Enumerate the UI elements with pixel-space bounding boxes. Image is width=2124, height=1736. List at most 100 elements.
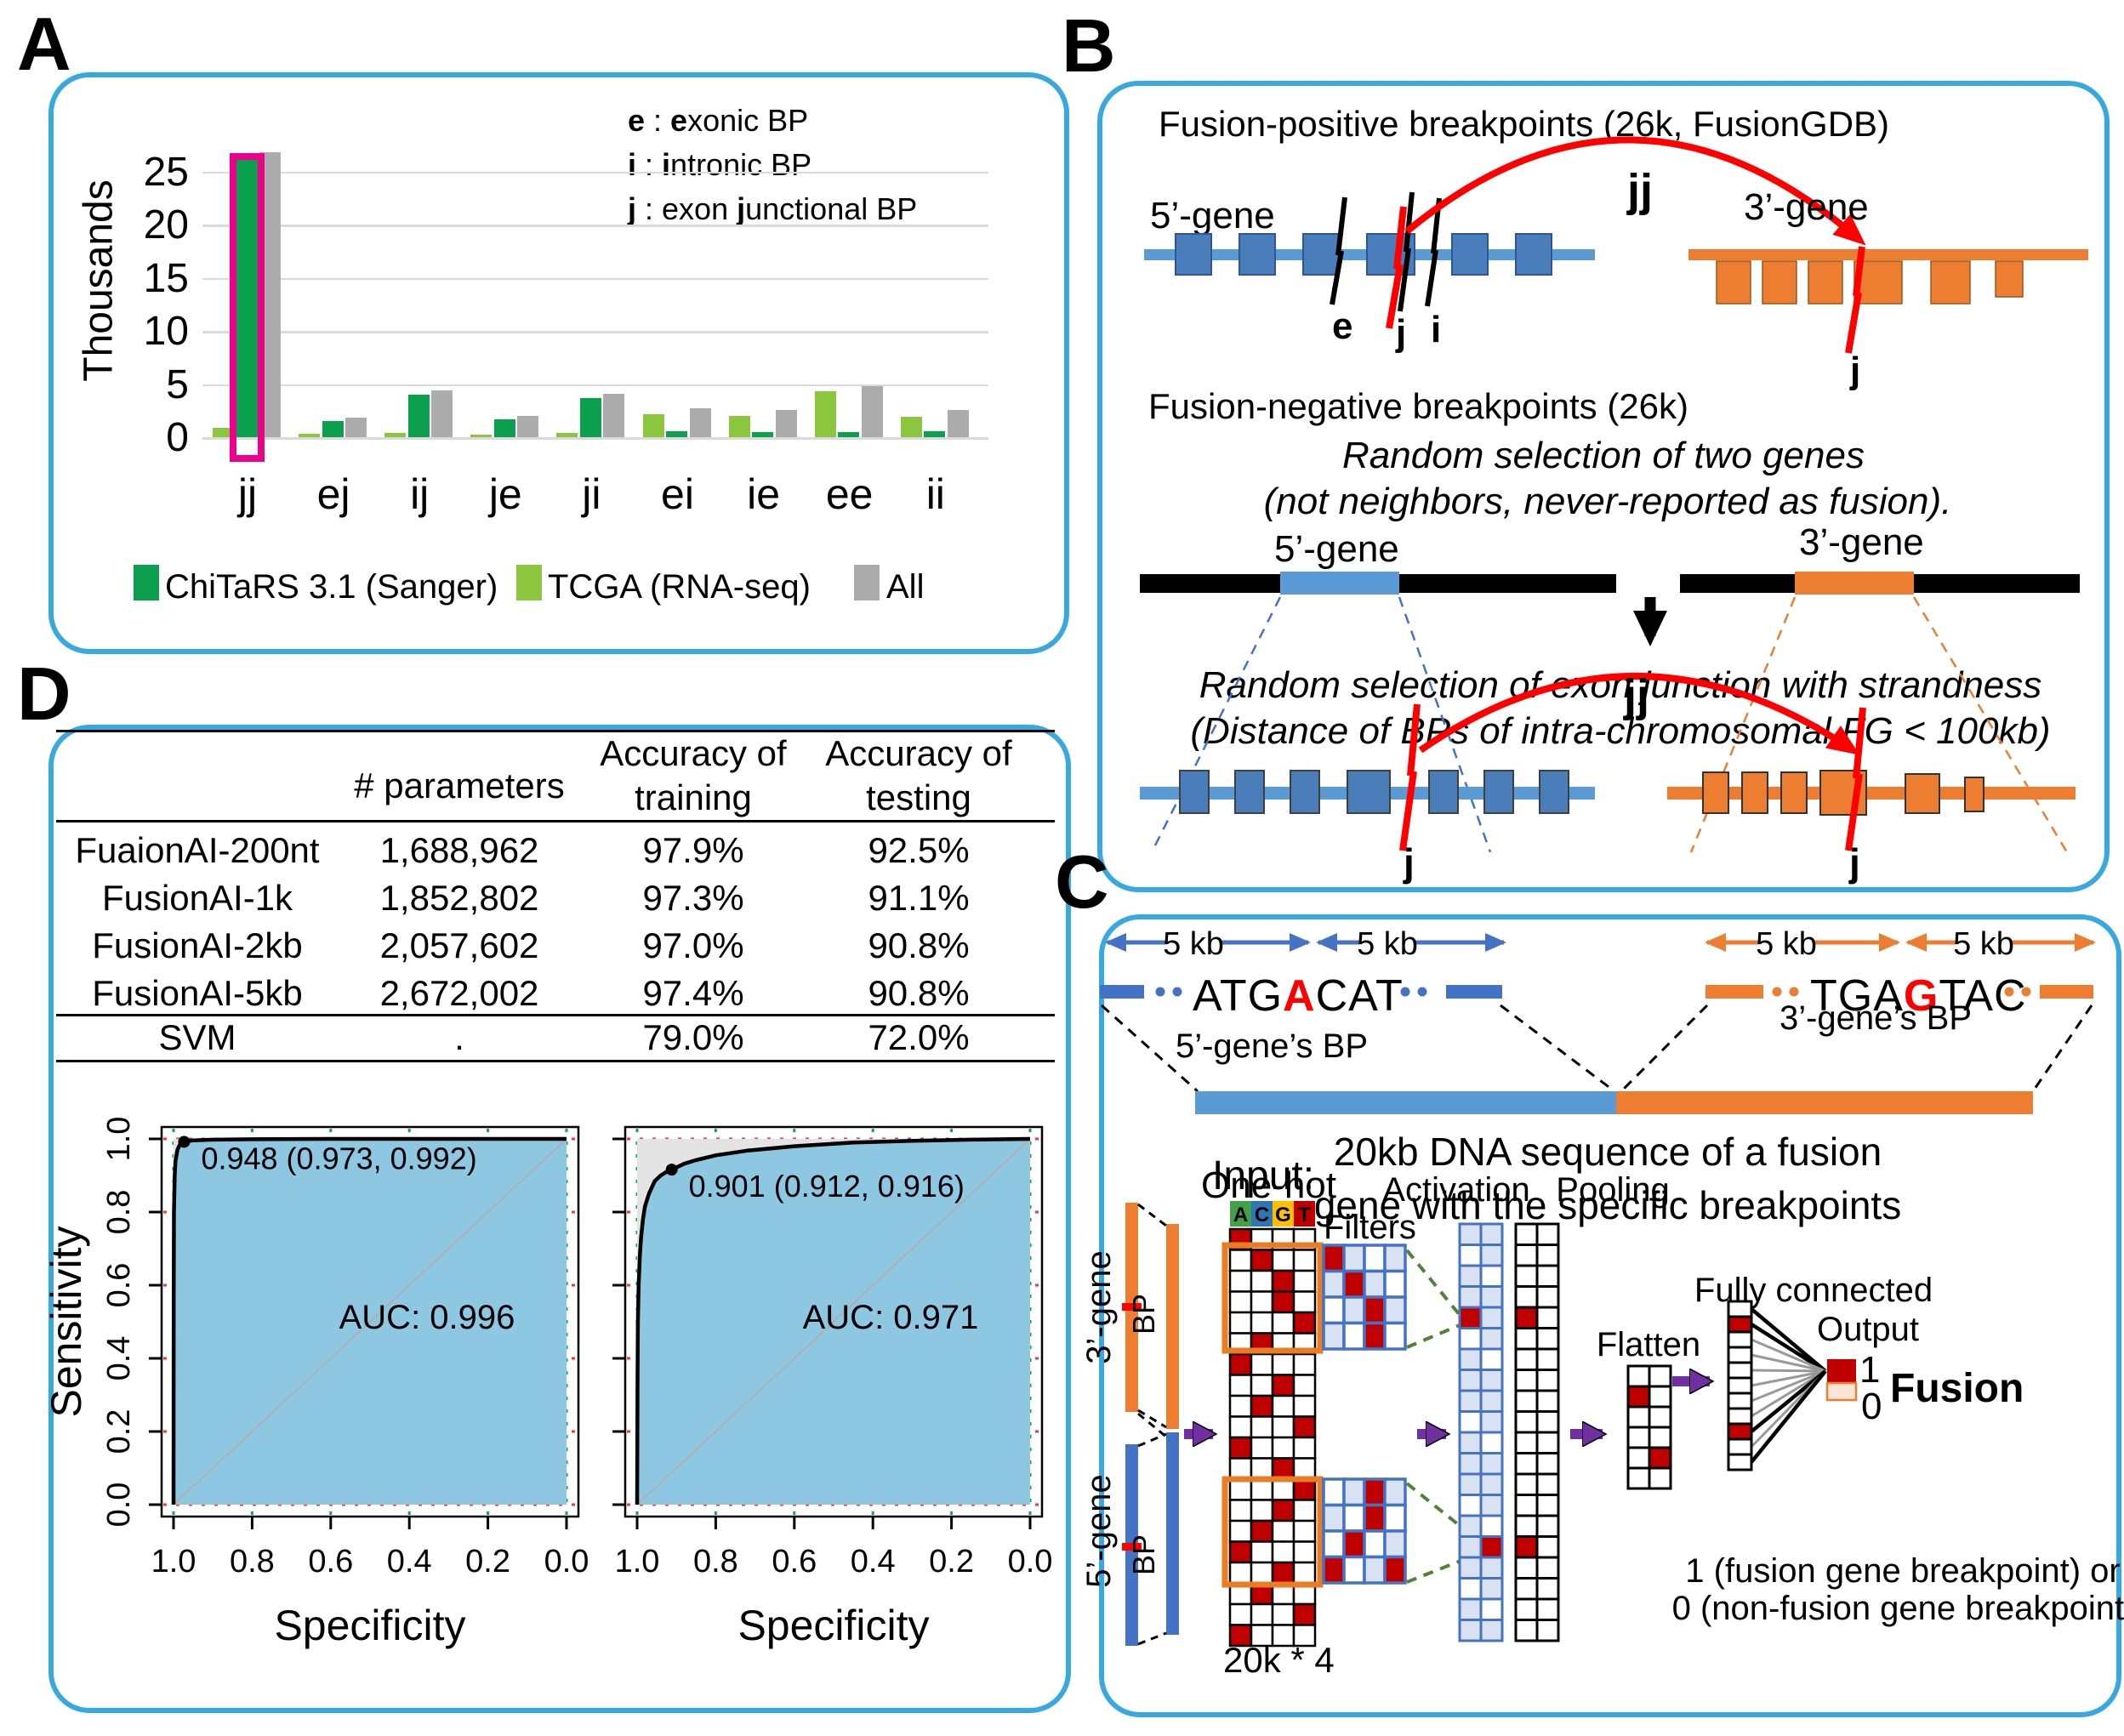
table-cell: 97.3% bbox=[642, 878, 744, 918]
fc-line bbox=[1751, 1353, 1826, 1373]
fc-connection-lines bbox=[1750, 1307, 1827, 1464]
y-tick-label: 0.6 bbox=[101, 1263, 137, 1308]
base-C-square bbox=[1251, 1201, 1273, 1227]
bolt-i-label: i bbox=[1431, 309, 1441, 350]
y-tick-label: 0.0 bbox=[101, 1483, 137, 1528]
bar-chitars-3-1-sanger- bbox=[493, 418, 515, 438]
bolt-e-label: e bbox=[1332, 305, 1352, 347]
shape-rect bbox=[1451, 233, 1489, 276]
shape-line bbox=[1500, 1004, 1615, 1093]
matrix-cell bbox=[1228, 1415, 1253, 1439]
matrix-cell bbox=[1727, 1376, 1753, 1395]
matrix-cell bbox=[1228, 1477, 1253, 1501]
matrix-cell bbox=[1322, 1295, 1346, 1325]
table-cell: FusionAI-2kb bbox=[92, 925, 303, 965]
matrix-cell bbox=[1458, 1244, 1483, 1267]
shape-rect bbox=[1762, 260, 1797, 305]
matrix-cell bbox=[1342, 1244, 1366, 1273]
table-header: testing bbox=[866, 777, 971, 817]
matrix-cell bbox=[1514, 1535, 1539, 1559]
shape-rect bbox=[1359, 925, 1415, 958]
exon-seg-3p-right bbox=[2040, 985, 2093, 999]
roc-D-left-ROC: 0.948 (0.973, 0.992) AUC: 0.996 1.0 1.0 0.8 0… bbox=[101, 1117, 589, 1649]
matrix-cell bbox=[1250, 1540, 1274, 1564]
kb-label-1: 5 kb bbox=[1163, 926, 1224, 962]
x-tick-label: 0.0 bbox=[1008, 1544, 1053, 1579]
fusion-arc-bottom bbox=[1418, 673, 1860, 755]
matrix-cell bbox=[1535, 1347, 1560, 1371]
matrix-cell bbox=[1342, 1269, 1366, 1299]
bar-tcga-rna-seq- bbox=[213, 427, 234, 438]
matrix-cell bbox=[1458, 1494, 1483, 1517]
bar-chitars-3-1-sanger- bbox=[666, 431, 687, 437]
matrix-cell bbox=[1514, 1410, 1539, 1434]
matrix-cell bbox=[1228, 1290, 1253, 1314]
matrix-cell bbox=[1626, 1364, 1651, 1388]
shape-circle bbox=[2021, 987, 2031, 997]
matrix-cell bbox=[1271, 1394, 1295, 1418]
shape-rect bbox=[1347, 770, 1391, 814]
lightning-j bbox=[1398, 191, 1415, 312]
x-tick-label: 0.4 bbox=[851, 1544, 896, 1579]
matrix-cell bbox=[1292, 1436, 1317, 1460]
fusion-bar-5p bbox=[1195, 1091, 1616, 1114]
legend-swatch bbox=[134, 565, 159, 600]
base-A-letter: A bbox=[1233, 1204, 1248, 1227]
gene5-label: 5’-gene bbox=[1150, 195, 1275, 236]
j3-label: j bbox=[1848, 840, 1860, 885]
matrix-cell bbox=[1479, 1619, 1504, 1642]
matrix-cell bbox=[1271, 1602, 1295, 1626]
matrix-cell bbox=[1626, 1466, 1651, 1490]
y-tick-label: 0.4 bbox=[101, 1336, 137, 1381]
output-node-1 bbox=[1827, 1359, 1856, 1383]
bar-all bbox=[861, 386, 883, 437]
flatten-grid bbox=[1626, 1364, 1672, 1490]
x-tick-label: je bbox=[488, 470, 522, 518]
matrix-cell bbox=[1271, 1311, 1295, 1335]
table-header: # parameters bbox=[354, 766, 565, 805]
fc-column bbox=[1727, 1300, 1753, 1471]
matrix-cell bbox=[1250, 1436, 1274, 1460]
note-random-genes: Random selection of two genes bbox=[1342, 435, 1865, 476]
matrix-cell bbox=[1727, 1315, 1753, 1334]
highlight-outline bbox=[229, 152, 265, 462]
matrix-cell bbox=[1322, 1503, 1346, 1533]
matrix-cell bbox=[1535, 1514, 1560, 1538]
x-tick-label: 0.8 bbox=[693, 1544, 738, 1579]
lightning-red-j5 bbox=[1399, 703, 1421, 851]
shape-tspan: ATG bbox=[1193, 971, 1283, 1021]
fusion-positive-title: Fusion-positive breakpoints (26k, Fusion… bbox=[1159, 104, 1889, 144]
matrix-cell bbox=[1292, 1374, 1317, 1397]
dots-3p bbox=[1772, 987, 2031, 997]
matrix-cell bbox=[1342, 1529, 1366, 1559]
bp-vertical-3p: BP bbox=[1126, 1294, 1161, 1335]
table-cell: 97.9% bbox=[642, 830, 744, 870]
table-cell: FusionAI-1k bbox=[101, 878, 293, 918]
matrix-cell bbox=[1727, 1422, 1753, 1441]
x-tick-label: ii bbox=[925, 470, 945, 518]
matrix-cell bbox=[1458, 1577, 1483, 1601]
matrix-cell bbox=[1727, 1437, 1753, 1456]
bp-type-line: i : intronic BP bbox=[628, 143, 917, 187]
fc-line bbox=[1751, 1369, 1826, 1418]
lightning-red-5p bbox=[1386, 206, 1407, 329]
bp-type-text: ntronic BP bbox=[670, 147, 812, 182]
matrix-cell bbox=[1292, 1249, 1317, 1272]
matrix-cell bbox=[1228, 1394, 1253, 1418]
x-tick-label: ie bbox=[747, 470, 781, 518]
matrix-cell bbox=[1535, 1619, 1560, 1642]
bar-tcga-rna-seq- bbox=[299, 433, 321, 437]
bar-tcga-rna-seq- bbox=[900, 416, 922, 437]
matrix-cell bbox=[1727, 1330, 1753, 1349]
matrix-cell bbox=[1292, 1394, 1317, 1418]
matrix-cell bbox=[1648, 1405, 1672, 1429]
table-cell: FusionAI-5kb bbox=[92, 973, 303, 1013]
shape-tspan: CAT bbox=[1316, 971, 1404, 1021]
bp-type-text: e bbox=[628, 103, 646, 138]
shape-rect bbox=[1234, 770, 1265, 814]
y-axis-title: Thousands bbox=[76, 179, 122, 382]
bp-type-line: e : exonic BP bbox=[628, 99, 917, 143]
matrix-cell bbox=[1535, 1597, 1560, 1621]
shape-line bbox=[1137, 1412, 1168, 1439]
matrix-cell bbox=[1479, 1452, 1504, 1476]
